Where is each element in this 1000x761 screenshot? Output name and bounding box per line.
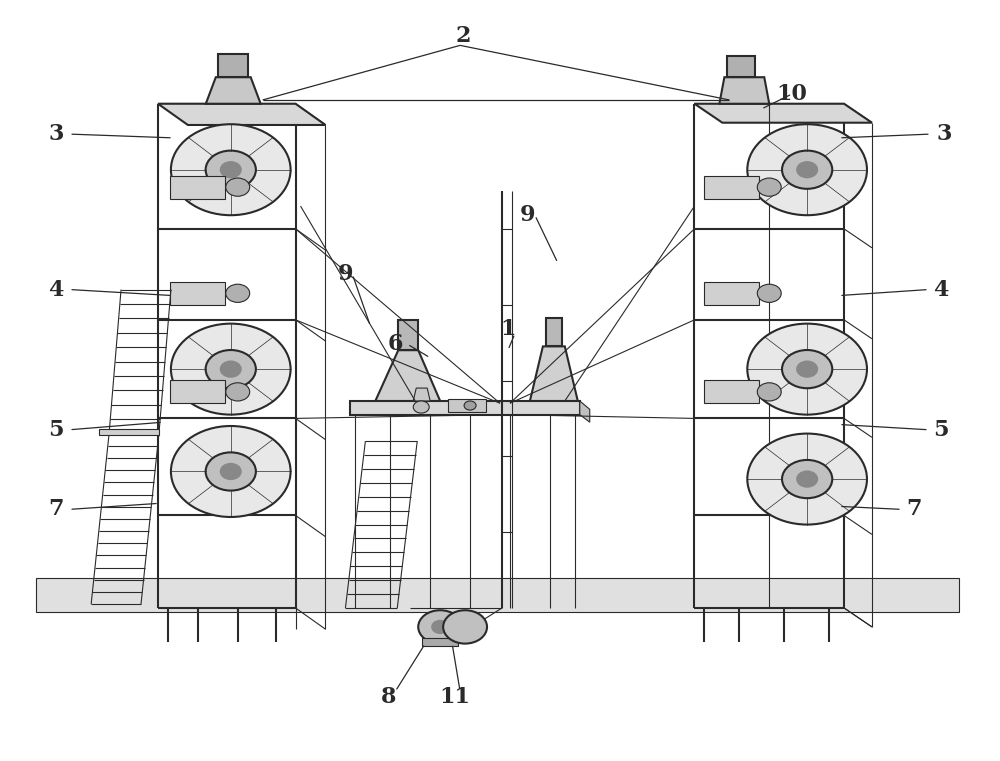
Text: 4: 4	[933, 279, 948, 301]
Polygon shape	[694, 103, 872, 123]
Bar	[704, 282, 759, 304]
Bar	[398, 320, 418, 350]
Circle shape	[797, 472, 817, 486]
Circle shape	[226, 178, 250, 196]
Bar	[170, 282, 225, 304]
Polygon shape	[158, 103, 325, 125]
Bar	[704, 176, 759, 199]
Circle shape	[171, 323, 291, 415]
Bar	[99, 429, 159, 435]
Bar	[448, 399, 486, 412]
Text: 8: 8	[381, 686, 396, 708]
Bar	[350, 401, 580, 415]
Circle shape	[206, 350, 256, 388]
Text: 5: 5	[48, 419, 64, 441]
Polygon shape	[413, 388, 430, 401]
Circle shape	[413, 401, 429, 413]
Circle shape	[432, 621, 448, 633]
Circle shape	[747, 124, 867, 215]
Circle shape	[782, 350, 832, 388]
Circle shape	[206, 452, 256, 491]
Bar	[704, 380, 759, 403]
Text: 5: 5	[933, 419, 949, 441]
Polygon shape	[206, 77, 261, 103]
Text: 11: 11	[440, 686, 471, 708]
Circle shape	[443, 610, 487, 644]
Circle shape	[782, 151, 832, 189]
Bar	[170, 176, 225, 199]
Polygon shape	[36, 578, 959, 612]
Circle shape	[226, 284, 250, 302]
Bar	[546, 317, 562, 346]
Circle shape	[782, 460, 832, 498]
Circle shape	[757, 178, 781, 196]
Circle shape	[226, 383, 250, 401]
Text: 3: 3	[49, 123, 64, 145]
Bar	[170, 380, 225, 403]
Circle shape	[221, 464, 241, 479]
Circle shape	[418, 610, 462, 644]
Polygon shape	[375, 350, 440, 401]
Bar	[422, 638, 458, 646]
Text: 9: 9	[338, 263, 353, 285]
Text: 6: 6	[388, 333, 403, 355]
Circle shape	[464, 401, 476, 410]
Text: 7: 7	[906, 498, 922, 521]
Bar	[727, 56, 755, 77]
Circle shape	[221, 162, 241, 177]
Text: 7: 7	[48, 498, 64, 521]
Circle shape	[757, 383, 781, 401]
Circle shape	[171, 426, 291, 517]
Text: 1: 1	[500, 318, 516, 340]
Bar	[218, 55, 248, 77]
Circle shape	[747, 434, 867, 524]
Polygon shape	[580, 401, 590, 422]
Text: 9: 9	[520, 204, 536, 226]
Polygon shape	[719, 77, 769, 103]
Text: 4: 4	[49, 279, 64, 301]
Circle shape	[206, 151, 256, 189]
Text: 3: 3	[936, 123, 951, 145]
Circle shape	[797, 162, 817, 177]
Text: 10: 10	[777, 83, 808, 105]
Text: 2: 2	[455, 24, 471, 46]
Circle shape	[171, 124, 291, 215]
Circle shape	[747, 323, 867, 415]
Circle shape	[797, 361, 817, 377]
Polygon shape	[530, 346, 578, 401]
Circle shape	[221, 361, 241, 377]
Circle shape	[757, 284, 781, 302]
